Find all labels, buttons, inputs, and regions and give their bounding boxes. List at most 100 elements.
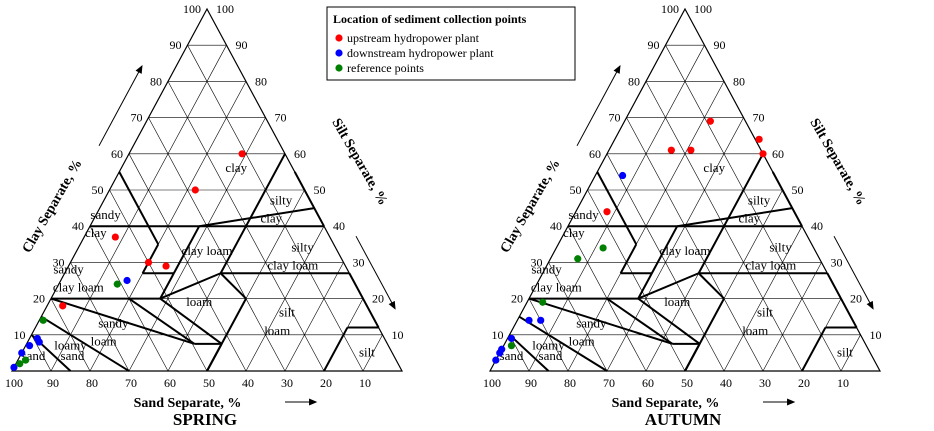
class-boundary xyxy=(199,207,315,228)
sand-axis-arrow-head xyxy=(309,398,318,406)
texture-class-label-silty-clay: silty xyxy=(270,192,293,207)
sand-tick-label: 50 xyxy=(203,376,215,390)
grid-line-sand-30 xyxy=(626,117,764,372)
sand-tick-label: 20 xyxy=(798,376,810,390)
autumn-ternary-panel: 10 10 10 20 20 20 30 30 30 40 40 40 50 50 50 60 60 60 70 70… xyxy=(483,2,882,429)
clay-tick-label: 100 xyxy=(661,2,679,16)
texture-class-label-silty-clay: clay xyxy=(739,211,761,226)
grid-line-sand-70 xyxy=(70,262,130,372)
texture-class-label-sandy-clay-loam: clay loam xyxy=(53,279,104,294)
clay-tick-label: 70 xyxy=(609,111,621,125)
grid-line-silt-70 xyxy=(284,262,344,372)
texture-class-label-loamy-sand: sand xyxy=(61,348,85,363)
grid-line-sand-70 xyxy=(548,262,608,372)
sand-tick-label: 100 xyxy=(5,376,23,390)
sand-axis-title: Sand Separate, % xyxy=(612,396,720,411)
sand-tick-label: 20 xyxy=(320,376,332,390)
texture-class-label-sandy-clay: sandy xyxy=(568,207,599,222)
data-point xyxy=(123,276,131,285)
data-point xyxy=(18,349,26,357)
silt-tick-label: 90 xyxy=(714,38,726,52)
silt-axis-arrow xyxy=(833,235,874,309)
data-point xyxy=(113,280,121,288)
season-title: SPRING xyxy=(173,410,237,429)
class-boundary xyxy=(650,225,679,274)
class-boundary xyxy=(518,315,608,372)
clay-axis-title: Clay Separate, % xyxy=(20,157,86,256)
data-point xyxy=(539,298,547,306)
silt-tick-label: 80 xyxy=(255,74,267,88)
texture-class-boundaries xyxy=(30,153,380,372)
class-boundary xyxy=(826,272,858,329)
sand-tick-label: 10 xyxy=(837,376,849,390)
class-boundary xyxy=(723,153,764,227)
data-point xyxy=(35,338,43,346)
texture-class-label-clay: clay xyxy=(225,160,247,175)
data-point xyxy=(525,316,533,324)
legend-label-downstream: downstream hydropower plant xyxy=(347,46,494,60)
silt-tick-label: 30 xyxy=(353,255,365,269)
sand-axis-arrow-head xyxy=(787,398,796,406)
class-boundary xyxy=(697,272,725,300)
silt-tick-label: 70 xyxy=(275,111,287,125)
sand-tick-label: 50 xyxy=(681,376,693,390)
silt-tick-label: 10 xyxy=(870,328,882,342)
class-boundary xyxy=(172,225,201,274)
texture-class-label-sandy-clay: sandy xyxy=(90,207,121,222)
class-boundary xyxy=(206,343,223,372)
silt-axis-arrow-head xyxy=(388,300,396,310)
texture-class-label-silty-clay: clay xyxy=(261,211,283,226)
grid-line-sand-10 xyxy=(187,45,364,372)
sand-tick-label: 30 xyxy=(759,376,771,390)
silt-tick-label: 90 xyxy=(236,38,248,52)
silt-tick-label: 20 xyxy=(850,292,862,306)
texture-class-label-sandy-loam: loam xyxy=(569,334,595,349)
class-boundary xyxy=(159,297,223,345)
clay-axis-arrow-head xyxy=(135,65,143,74)
axis-arrows xyxy=(98,65,396,406)
clay-tick-label: 80 xyxy=(628,74,640,88)
silt-axis-arrow xyxy=(355,235,396,309)
texture-class-label-loam: loam xyxy=(664,294,690,309)
texture-class-label-silt-loam: loam xyxy=(264,323,290,338)
grid-line-silt-30 xyxy=(606,117,744,372)
silt-tick-label: 50 xyxy=(314,183,326,197)
silt-tick-label: 40 xyxy=(811,219,823,233)
texture-class-label-loamy-sand: sand xyxy=(539,348,563,363)
silt-axis-title: Silt Separate, % xyxy=(328,116,390,208)
clay-axis-arrow-head xyxy=(613,65,621,74)
data-point xyxy=(537,316,545,324)
texture-class-label-silty-clay-loam: silty xyxy=(291,240,314,255)
silt-tick-label: 100 xyxy=(694,2,712,16)
ternary-grid xyxy=(31,44,383,372)
grid-line-silt-70 xyxy=(762,262,822,372)
texture-class-label-silt-loam: silt xyxy=(279,305,295,320)
data-point xyxy=(191,186,199,194)
clay-axis-arrow xyxy=(98,65,143,147)
data-point xyxy=(706,117,714,125)
class-boundary xyxy=(697,225,725,274)
series-reference-points xyxy=(507,244,607,350)
texture-class-label-silty-clay-loam: clay loam xyxy=(267,258,318,273)
grid-line-silt-60 xyxy=(723,226,803,372)
data-point xyxy=(496,349,504,357)
sand-tick-label: 80 xyxy=(86,376,98,390)
data-point xyxy=(238,150,246,158)
legend-marker-downstream xyxy=(335,49,343,57)
texture-class-label-silty-clay-loam: clay loam xyxy=(745,258,796,273)
texture-class-label-clay-loam: clay loam xyxy=(660,243,711,258)
grid-line-sand-30 xyxy=(148,117,286,372)
clay-tick-label: 80 xyxy=(150,74,162,88)
sand-tick-label: 70 xyxy=(125,376,137,390)
silt-axis-arrow-head xyxy=(866,300,874,310)
class-boundary xyxy=(128,297,195,345)
clay-tick-label: 30 xyxy=(53,255,65,269)
texture-class-label-silt: silt xyxy=(359,345,375,360)
silt-tick-label: 40 xyxy=(333,219,345,233)
sand-tick-label: 100 xyxy=(483,376,501,390)
clay-tick-label: 90 xyxy=(170,38,182,52)
class-boundary xyxy=(596,171,638,245)
legend-label-reference: reference points xyxy=(347,61,424,75)
clay-tick-label: 90 xyxy=(648,38,660,52)
